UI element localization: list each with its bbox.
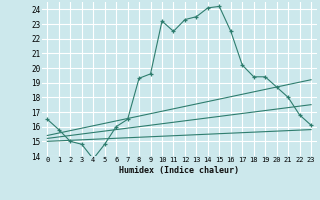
X-axis label: Humidex (Indice chaleur): Humidex (Indice chaleur)	[119, 166, 239, 175]
